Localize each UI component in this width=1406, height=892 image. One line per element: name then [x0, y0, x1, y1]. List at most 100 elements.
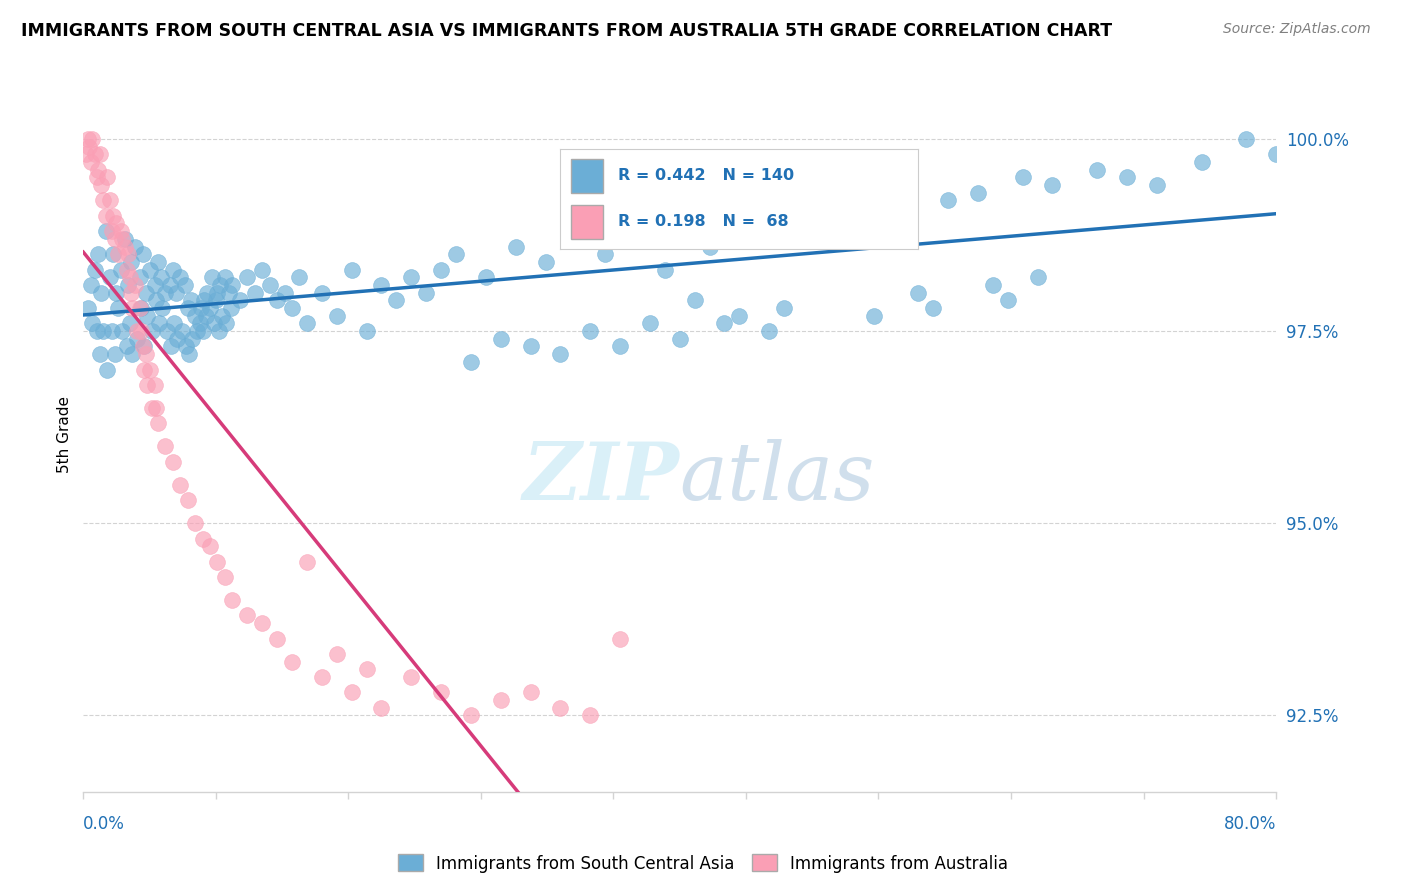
Point	[165, 285, 187, 300]
Point	[214, 570, 236, 584]
Point	[194, 309, 217, 323]
Point	[75, 147, 97, 161]
Point	[401, 670, 423, 684]
Point	[135, 347, 157, 361]
Point	[101, 209, 124, 223]
Point	[579, 324, 602, 338]
Point	[385, 293, 408, 308]
Point	[967, 186, 990, 200]
Point	[111, 232, 134, 246]
Point	[1011, 170, 1033, 185]
Point	[131, 301, 153, 315]
Point	[110, 262, 132, 277]
Point	[186, 324, 208, 338]
Point	[340, 685, 363, 699]
Point	[214, 270, 236, 285]
Point	[207, 555, 229, 569]
Point	[107, 301, 129, 315]
Point	[356, 662, 378, 676]
Point	[489, 693, 512, 707]
Point	[117, 247, 139, 261]
Point	[787, 232, 810, 246]
Point	[98, 194, 121, 208]
Point	[713, 317, 735, 331]
Point	[149, 270, 172, 285]
Text: IMMIGRANTS FROM SOUTH CENTRAL ASIA VS IMMIGRANTS FROM AUSTRALIA 5TH GRADE CORREL: IMMIGRANTS FROM SOUTH CENTRAL ASIA VS IM…	[21, 22, 1112, 40]
Point	[401, 270, 423, 285]
Point	[460, 708, 482, 723]
Point	[120, 285, 142, 300]
Point	[460, 355, 482, 369]
Point	[87, 162, 110, 177]
Point	[77, 139, 100, 153]
Point	[176, 301, 198, 315]
Point	[96, 170, 118, 185]
Point	[415, 285, 437, 300]
Point	[114, 239, 136, 253]
Point	[80, 277, 103, 292]
Point	[134, 339, 156, 353]
Point	[266, 632, 288, 646]
Point	[862, 309, 884, 323]
Point	[100, 324, 122, 338]
Point	[193, 293, 215, 308]
Point	[728, 309, 751, 323]
Point	[219, 301, 242, 315]
Point	[430, 262, 453, 277]
Text: 80.0%: 80.0%	[1223, 815, 1277, 833]
Y-axis label: 5th Grade: 5th Grade	[58, 396, 72, 474]
Point	[1146, 178, 1168, 192]
Point	[169, 477, 191, 491]
Point	[218, 285, 240, 300]
Point	[281, 655, 304, 669]
Point	[150, 301, 173, 315]
Point	[155, 285, 177, 300]
Point	[162, 262, 184, 277]
Point	[370, 700, 392, 714]
Point	[145, 401, 167, 415]
Point	[288, 270, 311, 285]
Point	[129, 301, 152, 315]
Point	[198, 301, 221, 315]
Point	[94, 209, 117, 223]
Point	[229, 293, 252, 308]
Point	[84, 262, 107, 277]
Point	[136, 309, 159, 323]
Point	[124, 239, 146, 253]
Point	[295, 317, 318, 331]
Point	[326, 309, 349, 323]
Point	[505, 239, 527, 253]
Point	[311, 285, 333, 300]
Point	[519, 685, 541, 699]
Point	[211, 309, 233, 323]
Point	[105, 285, 128, 300]
Point	[609, 632, 631, 646]
Point	[115, 339, 138, 353]
Point	[141, 401, 163, 415]
Point	[221, 593, 243, 607]
Point	[259, 277, 281, 292]
Point	[91, 194, 114, 208]
Point	[190, 301, 212, 315]
Point	[444, 247, 467, 261]
Point	[340, 262, 363, 277]
Point	[148, 317, 170, 331]
Legend: Immigrants from South Central Asia, Immigrants from Australia: Immigrants from South Central Asia, Immi…	[391, 847, 1015, 880]
Point	[208, 324, 231, 338]
Point	[550, 347, 572, 361]
Point	[136, 377, 159, 392]
Point	[139, 362, 162, 376]
Point	[624, 224, 647, 238]
Text: Source: ZipAtlas.com: Source: ZipAtlas.com	[1223, 22, 1371, 37]
Point	[1191, 155, 1213, 169]
Point	[104, 347, 127, 361]
Point	[281, 301, 304, 315]
Point	[191, 324, 214, 338]
Point	[773, 301, 796, 315]
Point	[129, 270, 152, 285]
Point	[326, 647, 349, 661]
Point	[76, 132, 98, 146]
Point	[156, 324, 179, 338]
Point	[163, 317, 186, 331]
Point	[195, 285, 218, 300]
